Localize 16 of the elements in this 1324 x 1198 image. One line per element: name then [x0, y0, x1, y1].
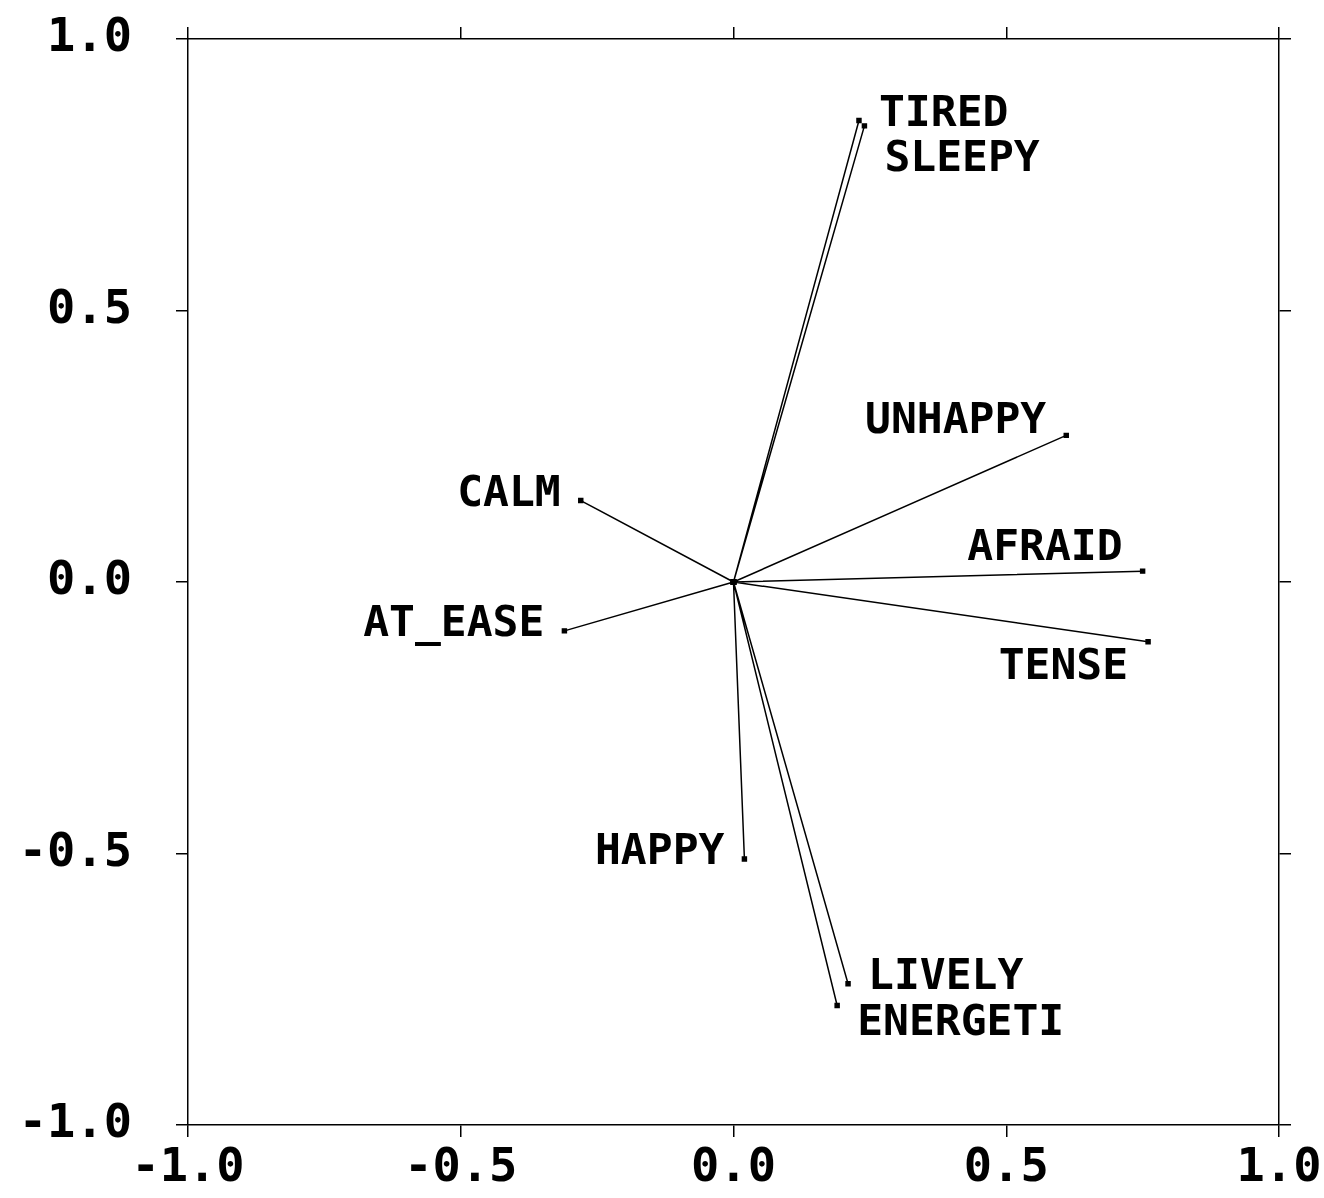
x-tick-label: 0.5 — [963, 1137, 1049, 1193]
y-tick-label: 0.5 — [47, 278, 132, 334]
annotation: AT_EASE — [363, 596, 545, 647]
annotation: HAPPY — [594, 824, 725, 875]
y-tick-label: -1.0 — [18, 1093, 132, 1149]
annotation: CALM — [457, 465, 561, 516]
annotation: UNHAPPY — [865, 392, 1047, 443]
x-tick-label: 0.0 — [691, 1137, 776, 1193]
y-tick-label: 1.0 — [47, 7, 132, 63]
y-tick-label: 0.0 — [47, 550, 132, 606]
y-tick-label: -0.5 — [18, 821, 132, 877]
annotation: AFRAID — [967, 520, 1123, 571]
x-tick-label: -0.5 — [404, 1137, 518, 1193]
x-tick-label: 1.0 — [1236, 1137, 1322, 1193]
annotation: TENSE — [998, 638, 1129, 689]
x-tick-label: -1.0 — [131, 1137, 245, 1193]
